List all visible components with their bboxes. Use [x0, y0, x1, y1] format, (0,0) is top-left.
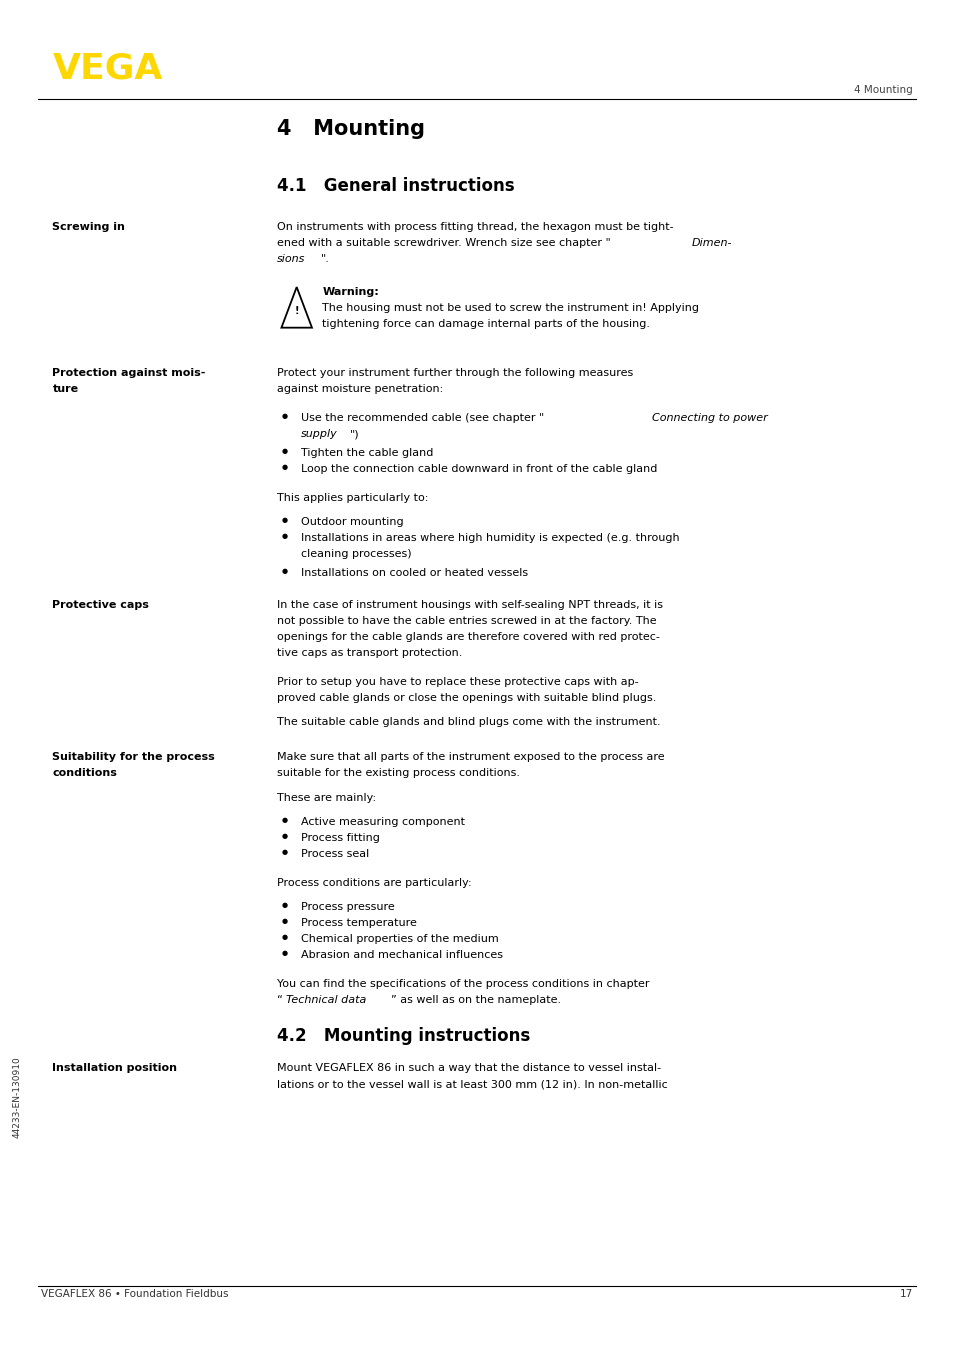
Text: VEGAFLEX 86 • Foundation Fieldbus: VEGAFLEX 86 • Foundation Fieldbus — [41, 1289, 229, 1298]
Text: sions: sions — [276, 255, 305, 264]
Text: against moisture penetration:: against moisture penetration: — [276, 385, 442, 394]
Text: 4 Mounting: 4 Mounting — [853, 85, 912, 95]
Text: Technical data: Technical data — [286, 995, 366, 1005]
Text: Outdoor mounting: Outdoor mounting — [300, 517, 403, 527]
Text: Process temperature: Process temperature — [300, 918, 416, 927]
Text: ●: ● — [281, 951, 287, 956]
Text: ".: ". — [320, 255, 329, 264]
Text: Protect your instrument further through the following measures: Protect your instrument further through … — [276, 368, 632, 378]
Text: Active measuring component: Active measuring component — [300, 818, 464, 827]
Text: This applies particularly to:: This applies particularly to: — [276, 493, 428, 502]
Text: ●: ● — [281, 833, 287, 839]
Text: Installation position: Installation position — [52, 1063, 177, 1074]
Text: ●: ● — [281, 918, 287, 923]
Text: Prior to setup you have to replace these protective caps with ap-: Prior to setup you have to replace these… — [276, 677, 638, 686]
Text: Connecting to power: Connecting to power — [651, 413, 766, 422]
Text: lations or to the vessel wall is at least 300 mm (12 in). In non-metallic: lations or to the vessel wall is at leas… — [276, 1079, 667, 1089]
Text: ” as well as on the nameplate.: ” as well as on the nameplate. — [391, 995, 560, 1005]
Text: Screwing in: Screwing in — [52, 222, 125, 232]
Text: ●: ● — [281, 448, 287, 454]
Text: cleaning processes): cleaning processes) — [300, 548, 411, 559]
Text: Process pressure: Process pressure — [300, 902, 394, 913]
Text: Chemical properties of the medium: Chemical properties of the medium — [300, 934, 497, 944]
Text: Process fitting: Process fitting — [300, 833, 379, 844]
Text: ●: ● — [281, 464, 287, 470]
Text: supply: supply — [300, 429, 337, 439]
Text: Use the recommended cable (see chapter ": Use the recommended cable (see chapter " — [300, 413, 543, 422]
Text: ●: ● — [281, 849, 287, 856]
Text: 17: 17 — [899, 1289, 912, 1298]
Text: 4.2   Mounting instructions: 4.2 Mounting instructions — [276, 1026, 529, 1044]
Text: ●: ● — [281, 934, 287, 940]
Text: “: “ — [276, 995, 282, 1005]
Text: not possible to have the cable entries screwed in at the factory. The: not possible to have the cable entries s… — [276, 616, 656, 626]
Text: ●: ● — [281, 517, 287, 523]
Text: Make sure that all parts of the instrument exposed to the process are: Make sure that all parts of the instrume… — [276, 751, 663, 762]
Text: ●: ● — [281, 533, 287, 539]
Text: Process conditions are particularly:: Process conditions are particularly: — [276, 877, 471, 888]
Text: The housing must not be used to screw the instrument in! Applying: The housing must not be used to screw th… — [322, 303, 699, 313]
Text: !: ! — [294, 306, 298, 317]
Text: 44233-EN-130910: 44233-EN-130910 — [12, 1056, 22, 1137]
Text: ●: ● — [281, 818, 287, 823]
Text: Tighten the cable gland: Tighten the cable gland — [300, 448, 433, 458]
Text: conditions: conditions — [52, 768, 117, 777]
Text: tive caps as transport protection.: tive caps as transport protection. — [276, 647, 461, 658]
Text: 4   Mounting: 4 Mounting — [276, 119, 424, 139]
Text: Protection against mois-: Protection against mois- — [52, 368, 206, 378]
Text: Dimen-: Dimen- — [691, 238, 731, 248]
Text: ●: ● — [281, 413, 287, 418]
Text: openings for the cable glands are therefore covered with red protec-: openings for the cable glands are theref… — [276, 632, 659, 642]
Text: ●: ● — [281, 902, 287, 909]
Text: These are mainly:: These are mainly: — [276, 793, 375, 803]
Text: Mount VEGAFLEX 86 in such a way that the distance to vessel instal-: Mount VEGAFLEX 86 in such a way that the… — [276, 1063, 660, 1074]
Text: Loop the connection cable downward in front of the cable gland: Loop the connection cable downward in fr… — [300, 464, 657, 474]
Text: Installations in areas where high humidity is expected (e.g. through: Installations in areas where high humidi… — [300, 533, 679, 543]
Text: Suitability for the process: Suitability for the process — [52, 751, 215, 762]
Text: Warning:: Warning: — [322, 287, 378, 297]
Text: proved cable glands or close the openings with suitable blind plugs.: proved cable glands or close the opening… — [276, 693, 656, 703]
Text: Abrasion and mechanical influences: Abrasion and mechanical influences — [300, 951, 502, 960]
Text: VEGA: VEGA — [52, 51, 163, 85]
Text: suitable for the existing process conditions.: suitable for the existing process condit… — [276, 768, 519, 777]
Text: ●: ● — [281, 569, 287, 574]
Text: In the case of instrument housings with self-sealing NPT threads, it is: In the case of instrument housings with … — [276, 600, 662, 609]
Text: ened with a suitable screwdriver. Wrench size see chapter ": ened with a suitable screwdriver. Wrench… — [276, 238, 610, 248]
Text: 4.1   General instructions: 4.1 General instructions — [276, 177, 514, 195]
Text: ture: ture — [52, 385, 78, 394]
Text: Installations on cooled or heated vessels: Installations on cooled or heated vessel… — [300, 569, 527, 578]
Text: "): ") — [350, 429, 359, 439]
Text: Process seal: Process seal — [300, 849, 369, 860]
Text: On instruments with process fitting thread, the hexagon must be tight-: On instruments with process fitting thre… — [276, 222, 673, 232]
Text: tightening force can damage internal parts of the housing.: tightening force can damage internal par… — [322, 320, 650, 329]
Text: Protective caps: Protective caps — [52, 600, 150, 609]
Text: The suitable cable glands and blind plugs come with the instrument.: The suitable cable glands and blind plug… — [276, 716, 659, 727]
Text: You can find the specifications of the process conditions in chapter: You can find the specifications of the p… — [276, 979, 648, 988]
